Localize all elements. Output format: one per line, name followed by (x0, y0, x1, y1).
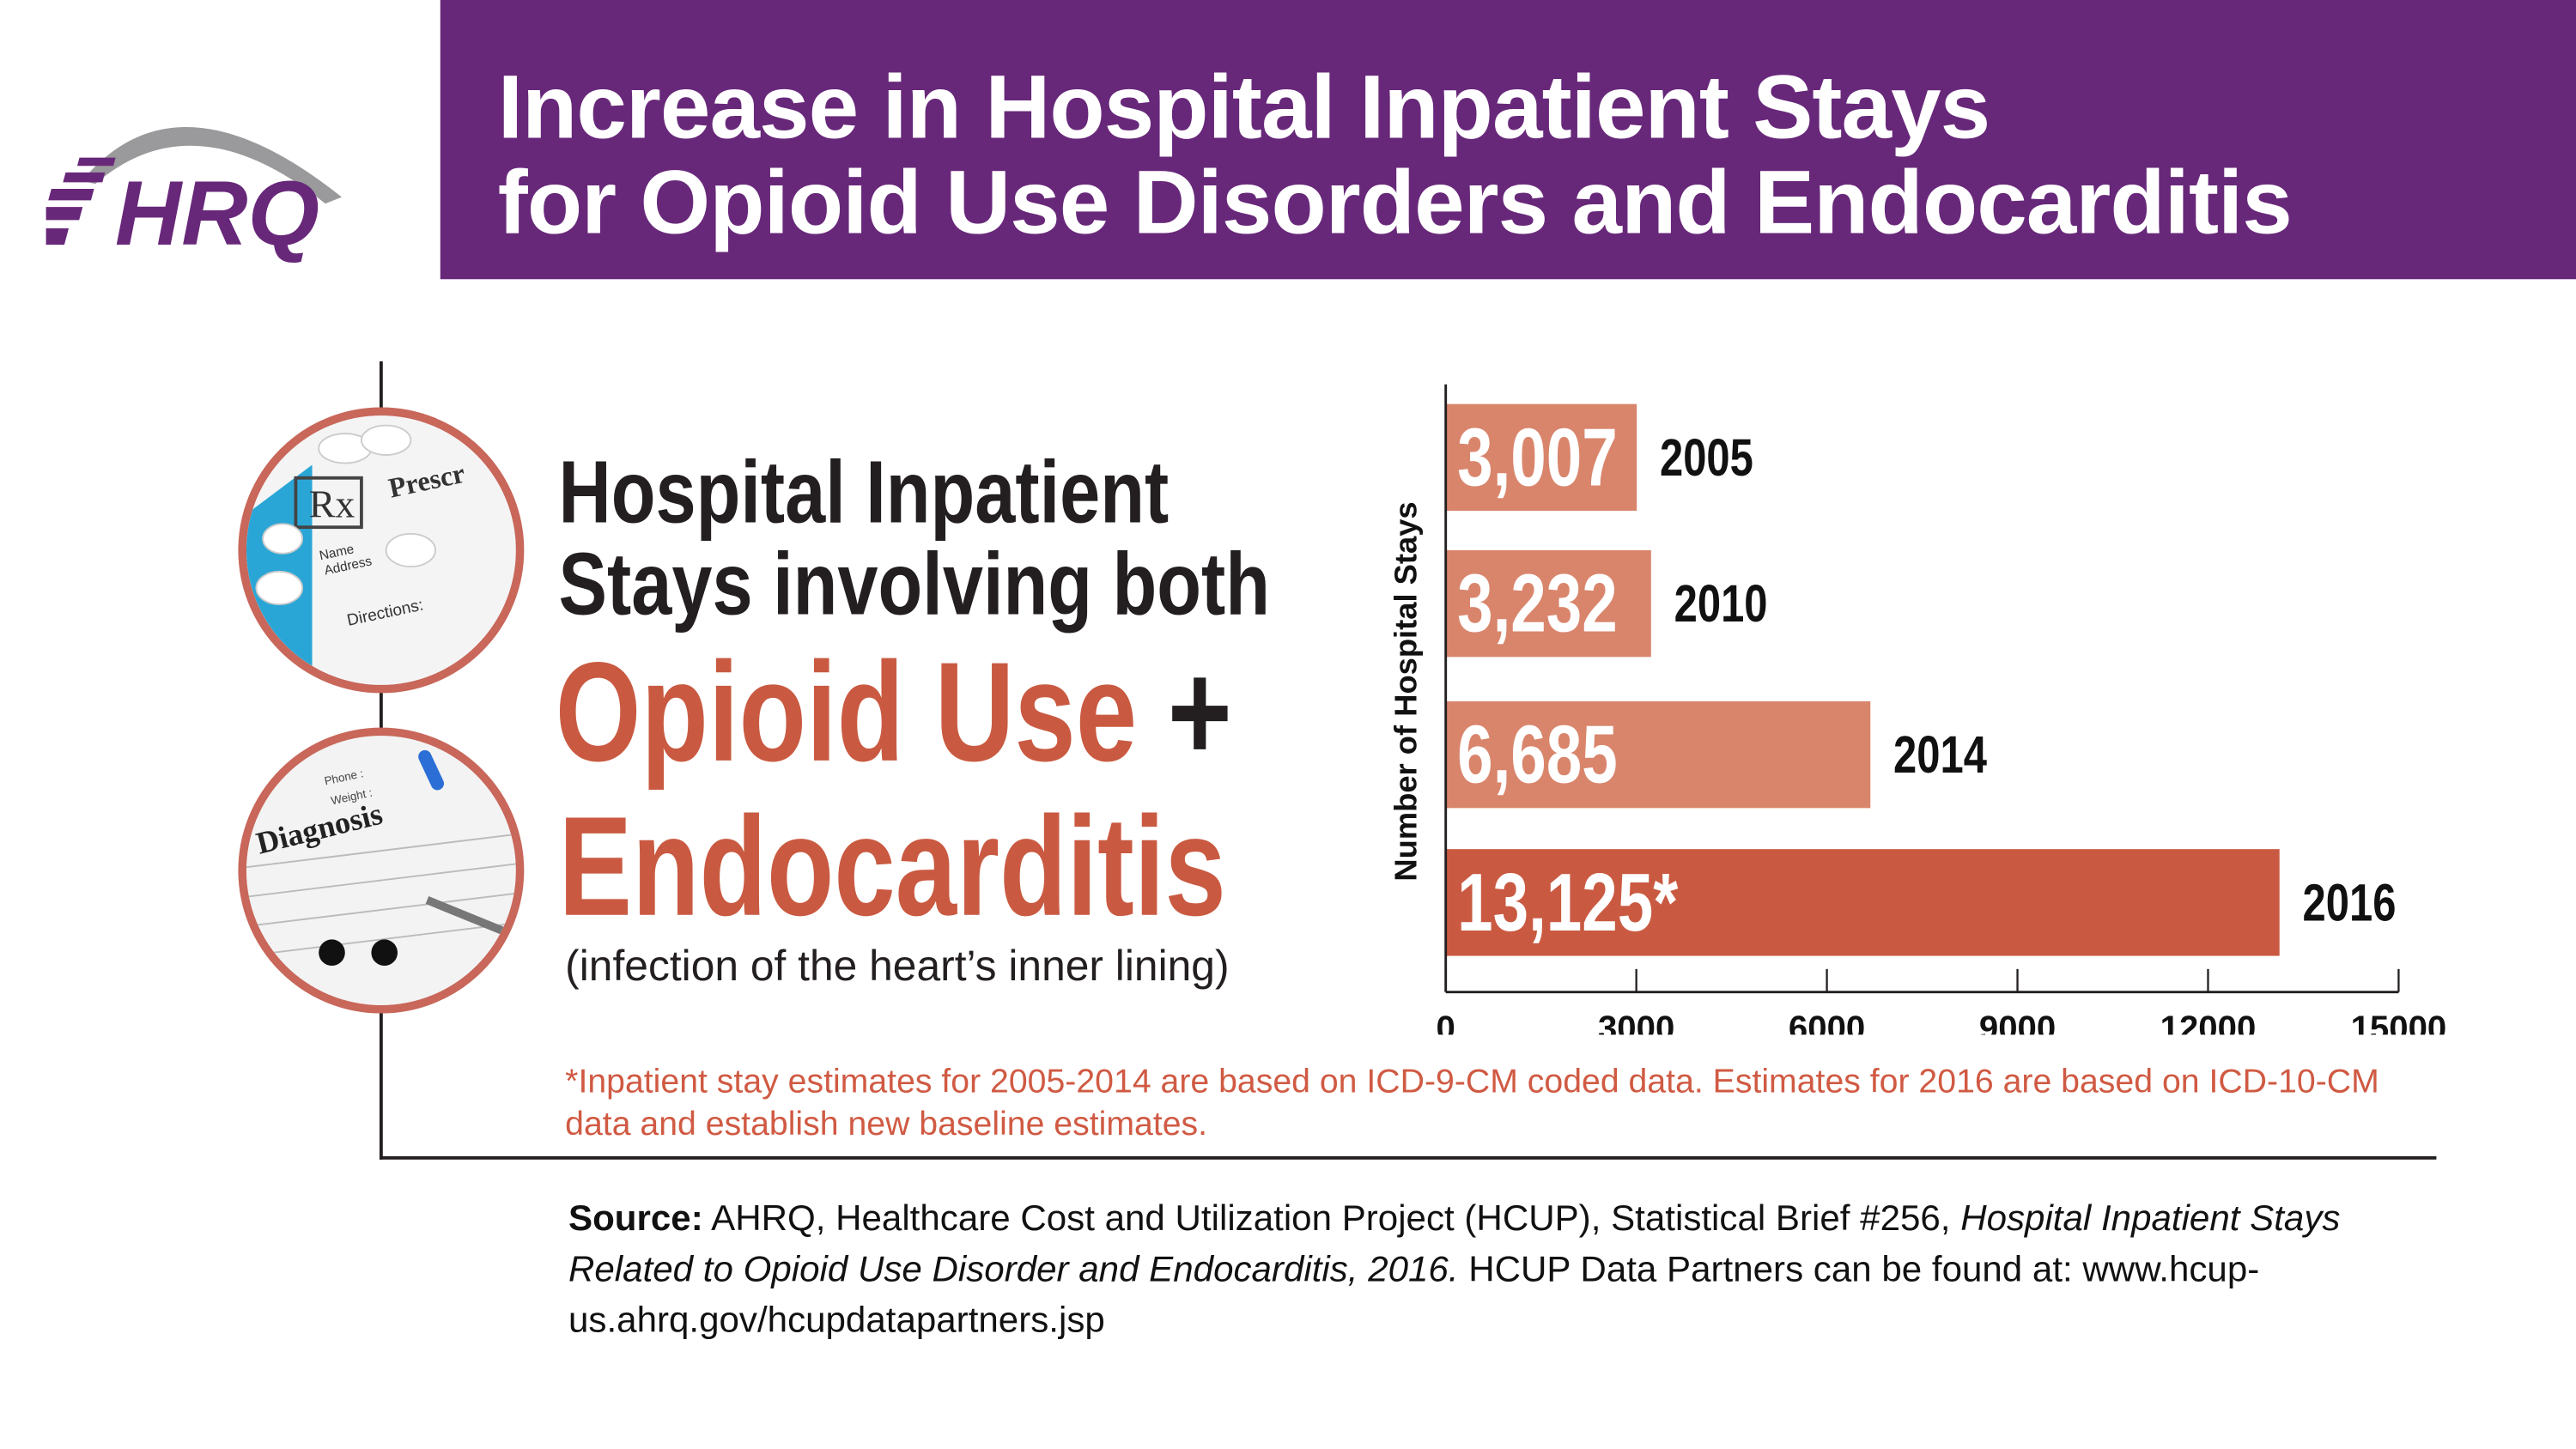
frame-horizontal-line (379, 1155, 2437, 1160)
opioid-use-text: Opioid Use (555, 634, 1138, 792)
x-tick-label-15000: 15000 (2351, 1009, 2447, 1034)
title-line-2: for Opioid Use Disorders and Endocarditi… (497, 151, 2293, 253)
bar-2014 (1445, 700, 1871, 809)
data-label-2005: 3,007 (1457, 412, 1618, 504)
title-line-1: Increase in Hospital Inpatient Stays (497, 56, 1990, 158)
source-text: AHRQ, Healthcare Cost and Utilization Pr… (702, 1197, 1961, 1239)
y-axis-label: Number of Hospital Stays (1388, 501, 1423, 881)
source-citation: Source: AHRQ, Healthcare Cost and Utiliz… (568, 1192, 2409, 1345)
bar-2010 (1445, 549, 1651, 658)
endocarditis-definition: (infection of the heart’s inner lining) (565, 941, 1230, 991)
header-banner: Increase in Hospital Inpatient Stays for… (440, 0, 2576, 280)
data-label-2014: 6,685 (1457, 709, 1618, 801)
lead-line-2: Stays involving both (558, 535, 1271, 634)
bar-chart: 3,007 2005 3,232 2010 6,685 2014 13,125* 2016 0 3… (1388, 384, 2447, 1034)
plus-sign: + (1167, 634, 1232, 792)
ahrq-logo: HRQ (46, 126, 342, 263)
category-label-2014: 2014 (1893, 725, 1987, 784)
footnote: *Inpatient stay estimates for 2005-2014 … (565, 1062, 2379, 1143)
data-label-2016: 13,125* (1457, 857, 1679, 949)
category-label-2010: 2010 (1674, 574, 1768, 633)
x-tick-label-0: 0 (1437, 1009, 1455, 1034)
source-label: Source: (568, 1197, 703, 1239)
source-url-text: HCUP Data Partners can be found at: www.… (568, 1248, 2260, 1341)
endocarditis-text: Endocarditis (558, 788, 1226, 947)
data-label-2010: 3,232 (1457, 558, 1618, 650)
page-title: Increase in Hospital Inpatient Stays for… (497, 56, 2293, 253)
category-label-2016: 2016 (2302, 873, 2396, 931)
lead-text: Hospital Inpatient Stays involving both (559, 446, 1426, 630)
source-title: Hospital Inpatient Stays Related to Opio… (568, 1197, 2341, 1289)
x-tick-label-6000: 6000 (1789, 1009, 1865, 1034)
x-tick-label-9000: 9000 (1979, 1009, 2056, 1034)
opioid-use-heading: Opioid Use + (556, 637, 1423, 788)
bar-2016 (1445, 849, 2280, 956)
lead-line-1: Hospital Inpatient (558, 443, 1170, 543)
category-label-2005: 2005 (1660, 428, 1753, 487)
bar-2005 (1445, 403, 1637, 512)
prescription-photo: Rx Prescr Name Address Directions: (238, 407, 525, 694)
diagnosis-photo: Diagnosis Phone : Weight : (238, 727, 525, 1014)
svg-text:Rx: Rx (309, 482, 355, 526)
x-tick-label-12000: 12000 (2160, 1009, 2257, 1034)
endocarditis-heading: Endocarditis (559, 791, 1415, 943)
x-tick-label-3000: 3000 (1598, 1009, 1674, 1034)
logo-text: HRQ (115, 161, 319, 263)
